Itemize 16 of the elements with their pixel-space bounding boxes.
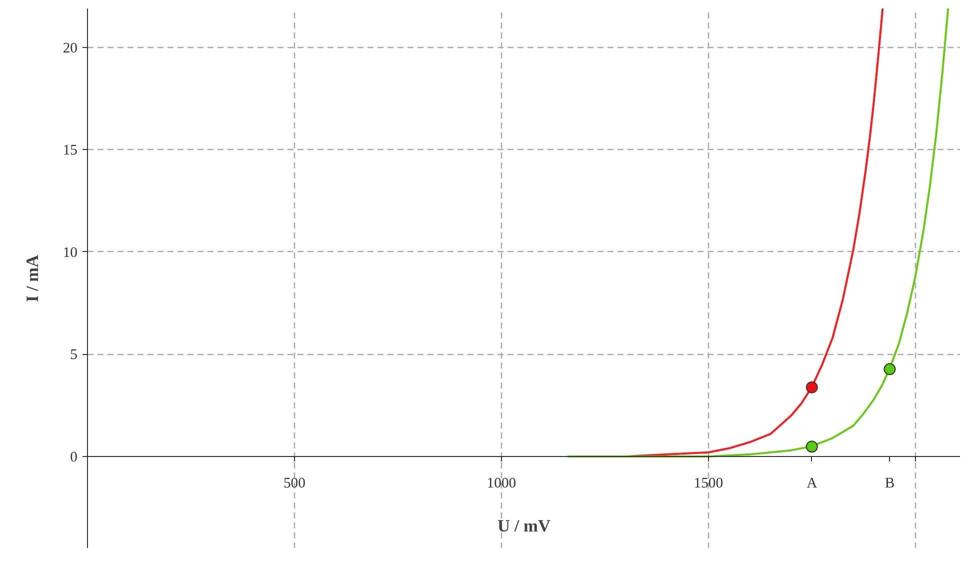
point [806, 381, 818, 394]
x-tick-label: B [884, 475, 895, 492]
x-tick-label: A [806, 475, 818, 492]
point [884, 363, 896, 376]
y-tick-label: 20 [62, 40, 78, 56]
x-axis-title: U / mV [498, 516, 551, 536]
line-series [566, 8, 950, 458]
x-tick-label: 1500 [694, 475, 724, 492]
y-tick-label: 0 [70, 449, 78, 466]
y-tick-label: 5 [70, 347, 78, 364]
x-tick-label: 1000 [486, 475, 516, 492]
y-axis-title: I / mA [22, 254, 42, 302]
point [806, 440, 818, 453]
y-tick-label: 15 [62, 142, 78, 159]
x-tick-label: 500 [283, 475, 306, 492]
y-tick-label: 10 [62, 244, 78, 261]
